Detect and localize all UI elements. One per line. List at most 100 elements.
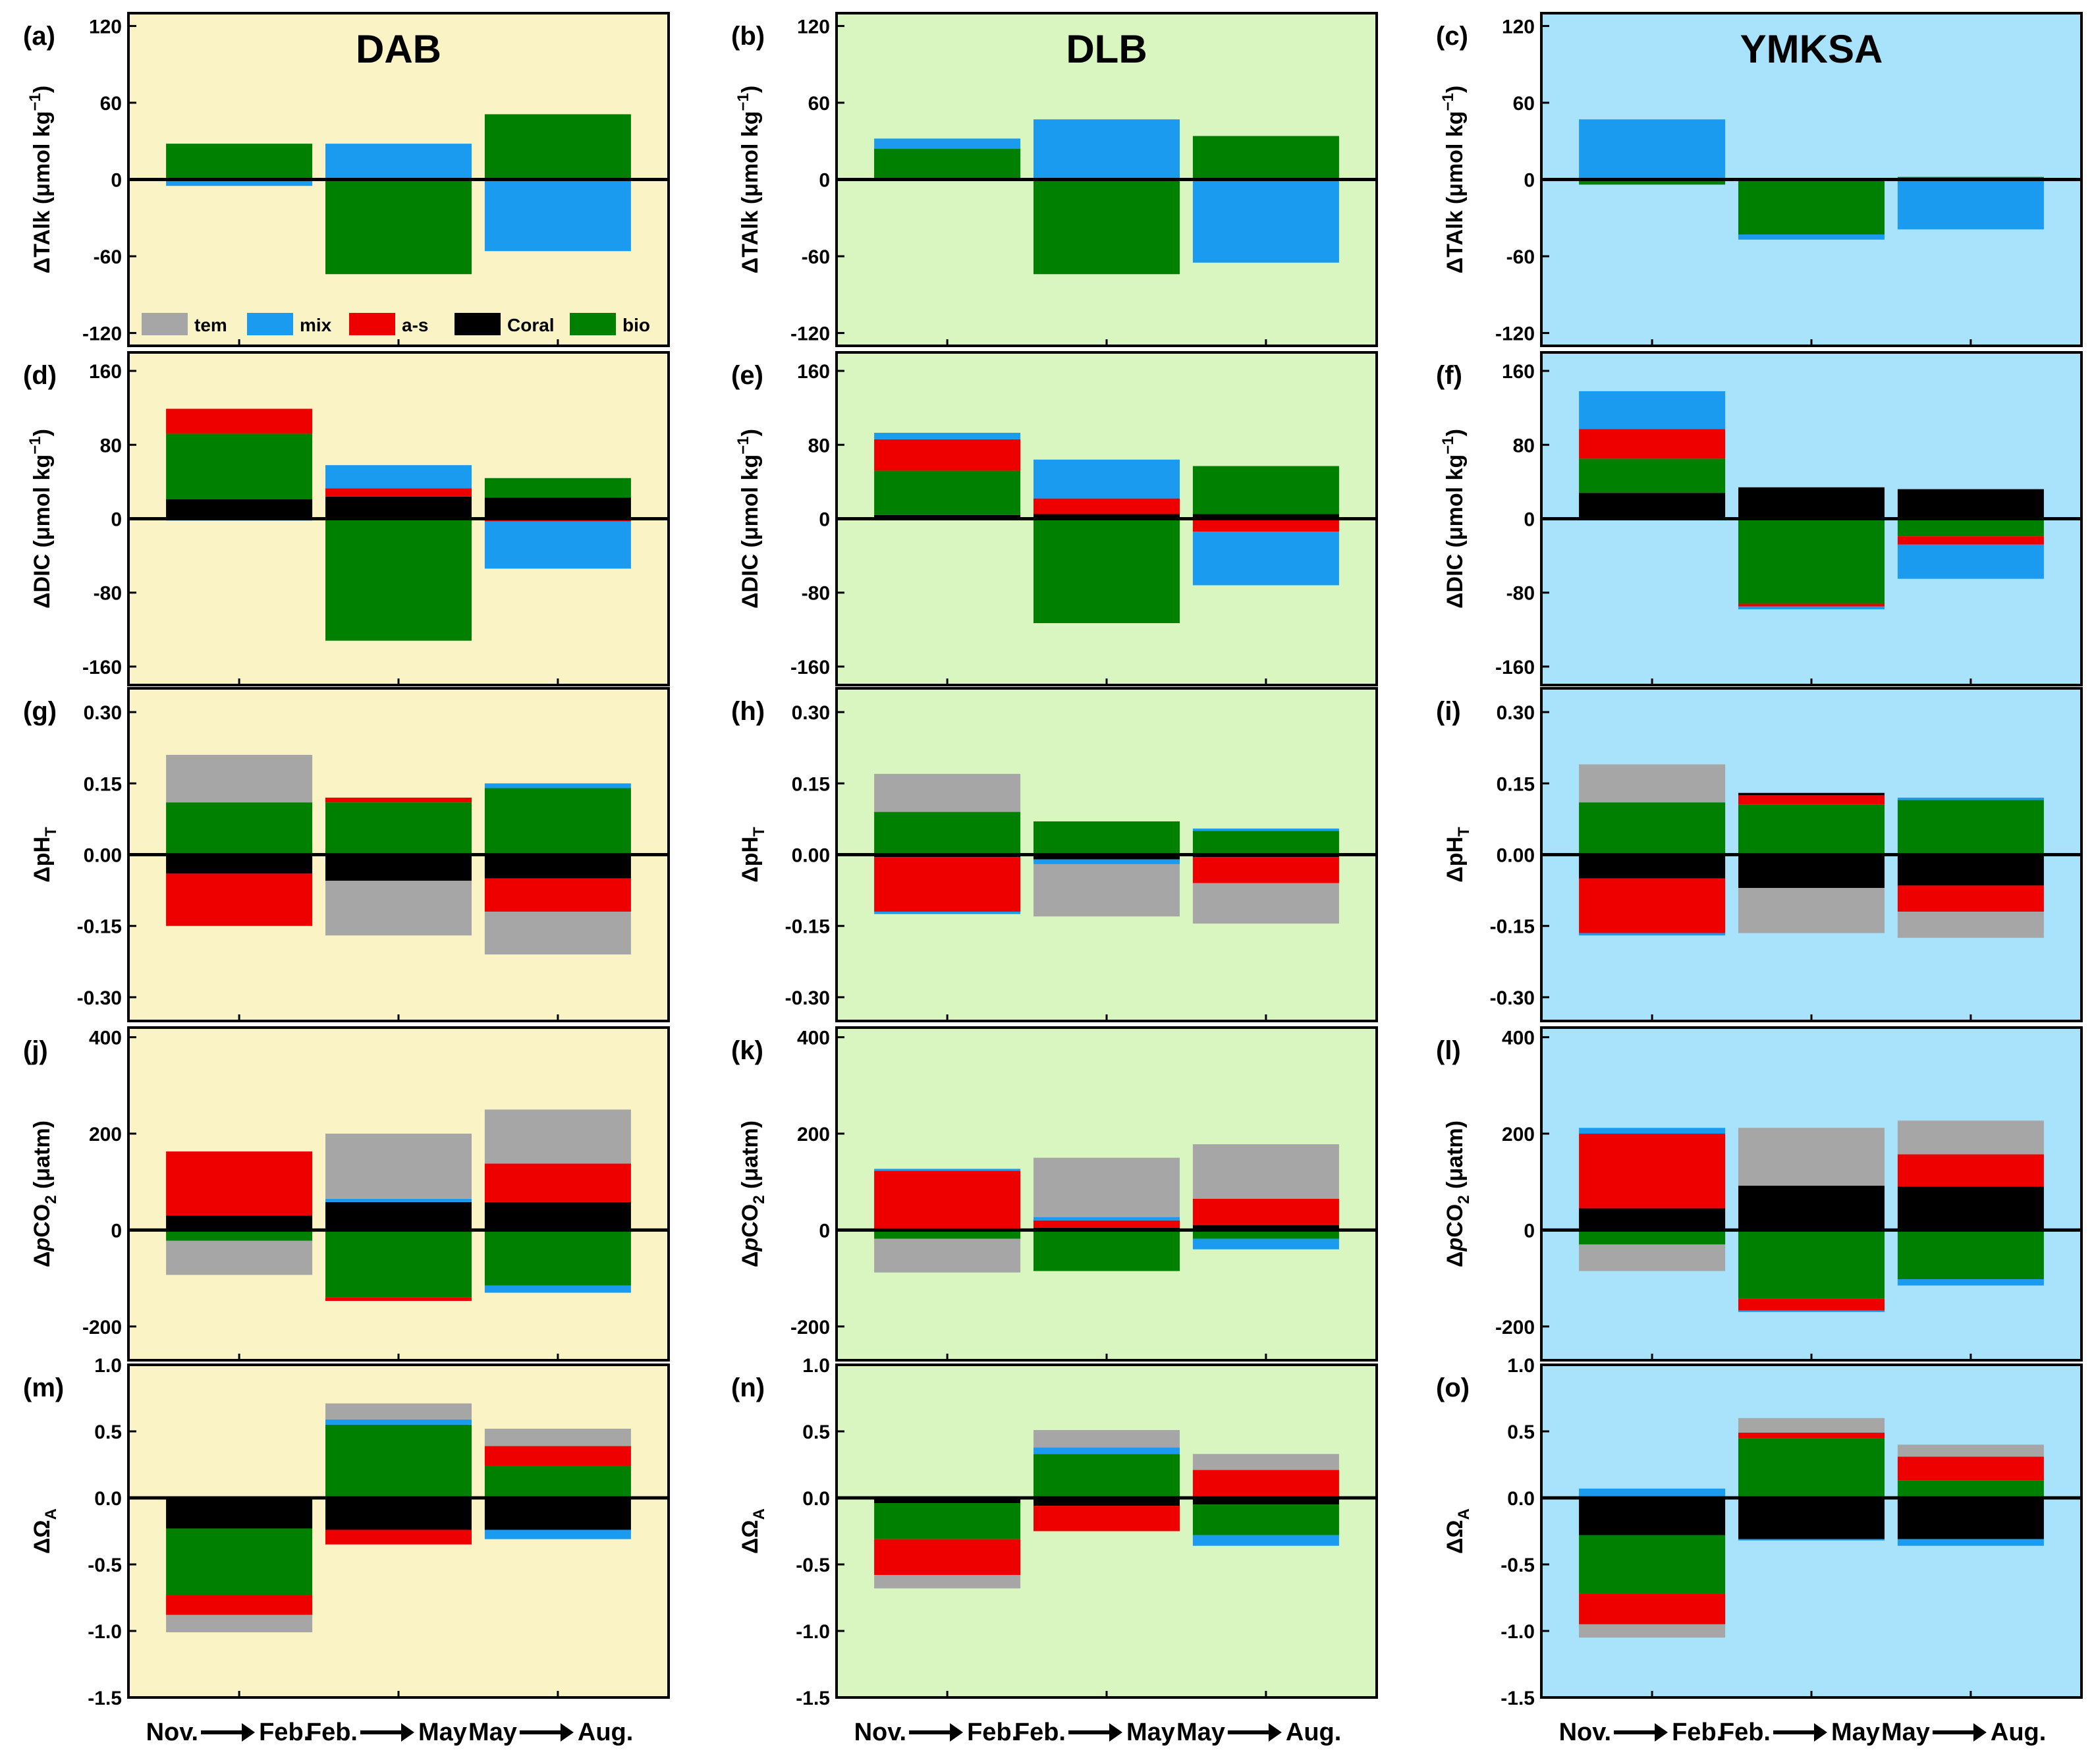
panel-m: -1.5 -1.0 -0.5 0.0 0.5 1.0 ΔΩA (m) Nov. Feb.Feb. M… [23, 1355, 670, 1746]
bar-segment-coral [1897, 1186, 2044, 1230]
panel-label: (d) [23, 361, 57, 390]
bar-segment-coral [1738, 854, 1885, 888]
y-tick-label: -60 [802, 246, 830, 268]
bar-segment-tem [166, 1614, 313, 1633]
bar-segment-mix [1897, 544, 2044, 579]
bar-segment-mix [325, 1198, 472, 1202]
bar-segment-mix [1579, 1488, 1726, 1498]
bar-segment-coral [1033, 854, 1180, 860]
bar-segment-tem [1579, 1624, 1726, 1638]
panel-label: (i) [1436, 697, 1461, 726]
bar-segment-tem [1738, 888, 1885, 933]
bar-segment-mix [1033, 459, 1180, 499]
bar-segment-mix [874, 433, 1021, 439]
bar-segment-as [1579, 878, 1726, 933]
bar-segment-as [1738, 603, 1885, 607]
bar-segment-coral [484, 1201, 631, 1230]
arrow-head [1973, 1723, 1987, 1742]
y-tick-label: -1.0 [88, 1621, 122, 1643]
bar-segment-tem [1192, 883, 1339, 924]
bar-segment-coral [166, 1498, 313, 1529]
bar-segment-bio [1897, 1230, 2044, 1280]
y-tick-label: 0.5 [1507, 1421, 1535, 1443]
y-tick-label: -80 [802, 583, 830, 605]
bar-segment-tem [1897, 1445, 2044, 1457]
bar-segment-as [1192, 857, 1339, 883]
bar-segment-as [1192, 1198, 1339, 1226]
bar-segment-as [1579, 429, 1726, 459]
category-from: Nov. [854, 1719, 907, 1746]
y-tick-label: -0.15 [77, 916, 122, 938]
bar-segment-coral [1738, 1186, 1885, 1230]
bar-segment-bio [1579, 802, 1726, 855]
y-tick-label: 160 [89, 361, 122, 383]
arrow-head [401, 1723, 414, 1742]
bar-segment-tem [1033, 864, 1180, 917]
bar-segment-bio [1033, 1230, 1180, 1271]
bar-segment-as [325, 1530, 472, 1545]
bar-segment-mix [1897, 797, 2044, 800]
bar-segment-coral [1897, 854, 2044, 886]
y-tick-label: -0.15 [1490, 916, 1535, 938]
y-tick-label: -1.0 [1501, 1621, 1535, 1643]
category-to: Feb. [967, 1719, 1018, 1746]
bar-segment-bio [1192, 831, 1339, 855]
y-tick-label: 0.5 [94, 1421, 122, 1443]
y-tick-label: 200 [1502, 1124, 1535, 1145]
y-tick-label: 400 [1502, 1028, 1535, 1049]
panel-a: -120 -60 0 60 120 ΔTAlk (μmol kg−1) (a) DAB tem m… [23, 12, 670, 347]
y-tick-label: -60 [94, 246, 122, 268]
y-tick-label: 400 [89, 1028, 122, 1049]
bar-segment-bio [1579, 1230, 1726, 1245]
bar-segment-bio [874, 1230, 1021, 1239]
bar-segment-bio [874, 1503, 1021, 1539]
bar-segment-coral [1579, 493, 1726, 519]
arrow-head [560, 1723, 574, 1742]
y-tick-label: 160 [1502, 361, 1535, 383]
bar-segment-bio [1897, 518, 2044, 537]
y-tick-label: 160 [797, 361, 830, 383]
y-tick-label: -0.5 [88, 1555, 122, 1576]
category-to: Feb. [1672, 1719, 1723, 1746]
region-title: DAB [356, 27, 441, 71]
bar-segment-coral [874, 514, 1021, 519]
bar-segment-as [1192, 518, 1339, 532]
bar-segment-coral [1738, 1498, 1885, 1539]
bar-segment-mix [1738, 234, 1885, 240]
bar-segment-bio [874, 470, 1021, 515]
bar-segment-coral [166, 499, 313, 519]
y-tick-label: -160 [790, 657, 830, 678]
bar-segment-bio [1738, 179, 1885, 235]
bar-segment-bio [1897, 800, 2044, 855]
category-to: Feb. [259, 1719, 310, 1746]
bar-segment-as [1033, 1220, 1180, 1228]
legend-swatch-coral [455, 313, 501, 335]
y-tick-label: 120 [1502, 16, 1535, 38]
legend-swatch-as [349, 313, 395, 335]
y-tick-label: 60 [100, 93, 122, 115]
bar-segment-bio [166, 144, 313, 180]
y-tick-label: 1.0 [802, 1355, 830, 1377]
bar-segment-mix [1033, 119, 1180, 180]
y-tick-label: 0 [1524, 509, 1535, 531]
bar-segment-mix [1897, 179, 2044, 230]
y-tick-label: 200 [89, 1124, 122, 1145]
bar-segment-mix [484, 1530, 631, 1539]
bar-segment-tem [1033, 1429, 1180, 1448]
y-tick-label: 80 [808, 435, 830, 456]
category-label: May Aug. [1881, 1719, 2046, 1746]
bar-segment-tem [325, 1403, 472, 1419]
bar-segment-as [1579, 1134, 1726, 1209]
bar-segment-mix [1033, 859, 1180, 864]
category-to: May [1126, 1719, 1175, 1746]
category-label: May Aug. [1176, 1719, 1341, 1746]
bar-segment-coral [1579, 1208, 1726, 1230]
bar-segment-as [1897, 536, 2044, 545]
bar-segment-mix [325, 465, 472, 489]
y-tick-label: 0 [819, 509, 830, 531]
category-from: May [468, 1719, 517, 1746]
y-tick-label: 0 [819, 1220, 830, 1242]
panel-label: (a) [23, 22, 55, 51]
panel-i: -0.30 -0.15 0.00 0.15 0.30 ΔpHT (i) [1436, 687, 2083, 1022]
y-tick-label: -120 [790, 323, 830, 345]
